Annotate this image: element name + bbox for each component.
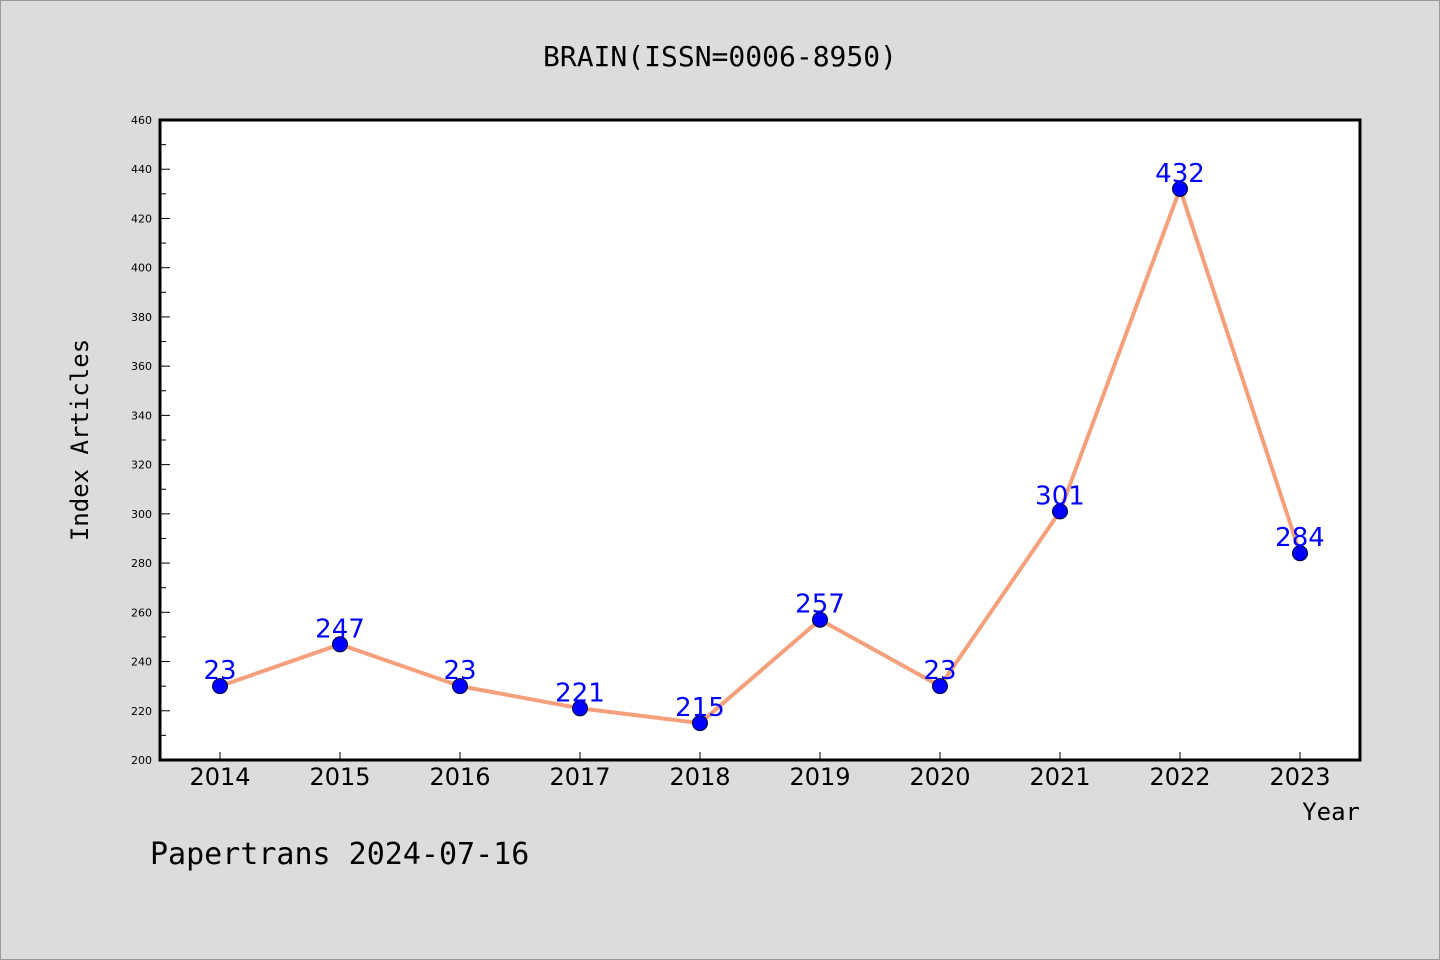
x-tick-label: 2023 [1269,763,1330,791]
data-point [812,611,828,628]
y-tick-label: 240 [131,656,152,669]
data-point [332,636,348,653]
y-tick-label: 380 [131,311,152,324]
y-axis-label: Index Articles [66,339,94,541]
x-tick-label: 2015 [309,763,370,791]
x-tick-label: 2020 [909,763,970,791]
x-tick-label: 2022 [1149,763,1210,791]
data-point [1052,503,1068,520]
y-tick-label: 360 [131,360,152,373]
data-label: 284 [1275,523,1325,553]
y-tick-label: 340 [131,409,152,422]
y-axis-ticks: 200 220 240 260 280 300 320 340 360 380 400 420 440 4… [131,114,170,767]
y-tick-label: 300 [131,508,152,521]
data-label: 215 [675,693,725,723]
data-label: 221 [555,678,605,708]
data-label: 23 [443,656,476,686]
y-tick-label: 440 [131,163,152,176]
data-point [932,678,948,695]
y-tick-label: 400 [131,262,152,275]
data-labels: 23 247 23 221 215 257 23 301 432 284 [203,159,1324,723]
x-axis-ticks: 2014 2015 2016 2017 2018 2019 2020 2021 2022 2023 [189,752,1331,791]
y-tick-label: 200 [131,754,152,767]
y-tick-label: 460 [131,114,152,127]
y-tick-label: 320 [131,459,152,472]
footer-watermark: Papertrans 2024-07-16 [150,837,529,872]
x-tick-label: 2016 [429,763,490,791]
data-point [452,678,468,695]
chart-title: BRAIN(ISSN=0006-8950) [543,40,897,73]
y-tick-label: 220 [131,705,152,718]
data-label: 23 [923,656,956,686]
data-label: 301 [1035,481,1085,511]
x-tick-label: 2017 [549,763,610,791]
x-tick-label: 2019 [789,763,850,791]
data-label: 247 [315,614,365,644]
data-label: 257 [795,590,845,620]
data-label: 432 [1155,159,1205,189]
plot-border [158,118,1362,762]
data-point [1292,545,1308,562]
data-point [692,715,708,732]
y-tick-label: 260 [131,606,152,619]
data-markers [212,180,1308,732]
x-axis-label: Year [1302,798,1360,826]
data-label: 23 [203,656,236,686]
x-tick-label: 2018 [669,763,730,791]
y-tick-label: 420 [131,212,152,225]
data-point [212,678,228,695]
x-tick-label: 2021 [1029,763,1090,791]
plot-area [160,120,1360,760]
data-point [1172,180,1188,197]
x-tick-label: 2014 [189,763,250,791]
data-point [572,700,588,717]
y-tick-label: 280 [131,557,152,570]
series-line [219,186,1302,726]
